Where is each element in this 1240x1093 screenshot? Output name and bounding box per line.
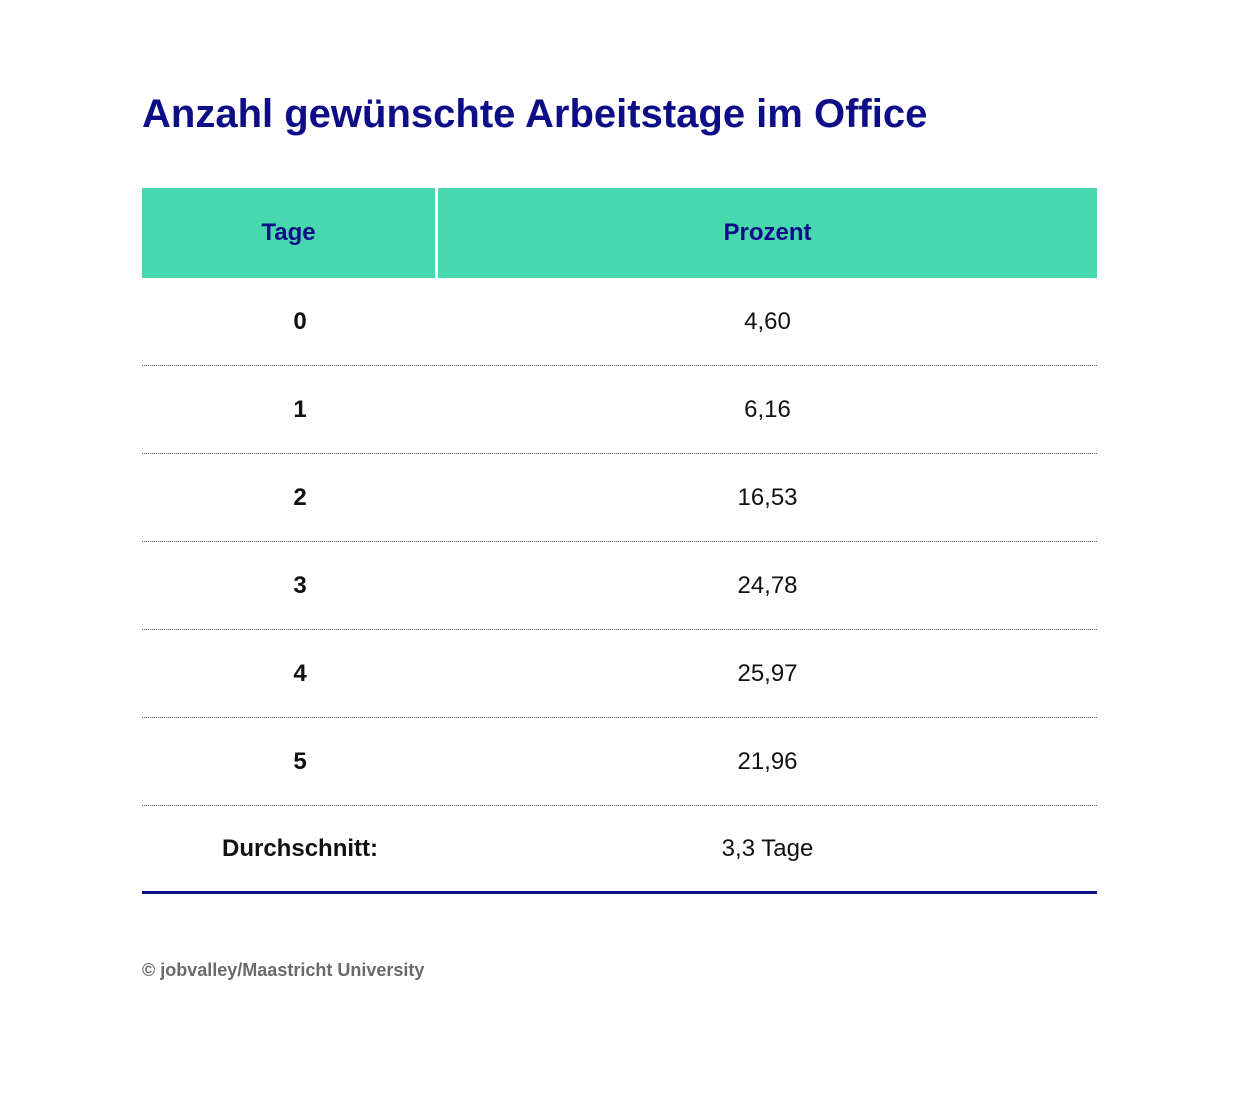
- data-table: Tage Prozent 0 4,60 1 6,16 2 16,53 3 24,…: [142, 188, 1097, 894]
- average-label: Durchschnitt:: [222, 834, 378, 862]
- cell-tage: 1: [293, 395, 307, 423]
- table-row: 0 4,60: [142, 278, 1097, 366]
- cell-prozent: 24,78: [737, 571, 798, 599]
- table-row: 1 6,16: [142, 366, 1097, 454]
- table-row: 2 16,53: [142, 454, 1097, 542]
- cell-tage: 5: [293, 747, 307, 775]
- cell-tage: 3: [293, 571, 307, 599]
- average-row: Durchschnitt: 3,3 Tage: [142, 806, 1097, 894]
- header-tage: Tage: [142, 188, 435, 278]
- table-row: 3 24,78: [142, 542, 1097, 630]
- chart-title: Anzahl gewünschte Arbeitstage im Office: [142, 92, 928, 136]
- cell-prozent: 4,60: [744, 307, 791, 335]
- table-header: Tage Prozent: [142, 188, 1097, 278]
- average-value: 3,3 Tage: [721, 834, 814, 862]
- table-row: 4 25,97: [142, 630, 1097, 718]
- cell-prozent: 6,16: [744, 395, 791, 423]
- cell-tage: 4: [293, 659, 307, 687]
- table-row: 5 21,96: [142, 718, 1097, 806]
- header-prozent: Prozent: [438, 188, 1097, 278]
- cell-tage: 2: [293, 483, 307, 511]
- cell-prozent: 16,53: [737, 483, 798, 511]
- header-divider: [435, 188, 438, 278]
- source-credit: © jobvalley/Maastricht University: [142, 960, 425, 980]
- cell-prozent: 21,96: [737, 747, 798, 775]
- cell-prozent: 25,97: [737, 659, 798, 687]
- cell-tage: 0: [293, 307, 307, 335]
